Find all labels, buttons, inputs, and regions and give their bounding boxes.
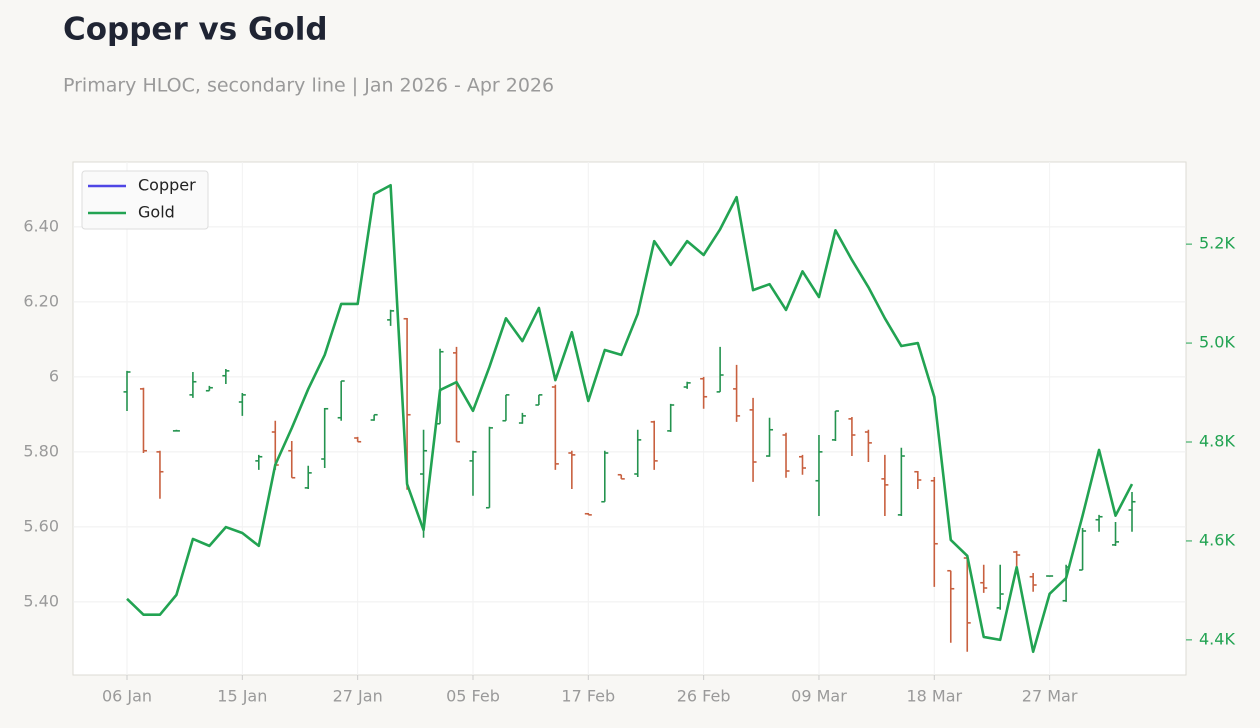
- chart-title: Copper vs Gold: [63, 12, 328, 48]
- legend-label: Gold: [138, 203, 175, 222]
- legend-label: Copper: [138, 176, 196, 195]
- y-tick-label: 6: [49, 366, 59, 385]
- legend: Copper Gold: [81, 170, 209, 230]
- y2-tick-label: 5.0K: [1199, 333, 1235, 352]
- y-tick-label: 5.60: [23, 516, 59, 535]
- x-tick-label: 06 Jan: [102, 687, 152, 706]
- x-tick-label: 27 Jan: [333, 687, 383, 706]
- y2-tick-label: 5.2K: [1199, 234, 1235, 253]
- y2-tick-label: 4.8K: [1199, 431, 1235, 450]
- y-tick-label: 5.40: [23, 591, 59, 610]
- chart-subtitle: Primary HLOC, secondary line | Jan 2026 …: [63, 75, 554, 97]
- x-tick-label: 17 Feb: [561, 687, 615, 706]
- y2-tick-label: 4.4K: [1199, 629, 1235, 648]
- x-tick-label: 27 Mar: [1022, 687, 1078, 706]
- x-tick-label: 18 Mar: [906, 687, 962, 706]
- y2-tick-label: 4.6K: [1199, 530, 1235, 549]
- line-series: [126, 183, 1134, 654]
- y-tick-label: 6.40: [23, 216, 59, 235]
- x-tick-label: 09 Mar: [791, 687, 847, 706]
- x-tick-label: 15 Jan: [217, 687, 267, 706]
- x-tick-label: 26 Feb: [677, 687, 731, 706]
- y-tick-label: 6.20: [23, 291, 59, 310]
- plot-area: [72, 161, 1187, 676]
- x-tick-label: 05 Feb: [446, 687, 500, 706]
- y-tick-label: 5.80: [23, 441, 59, 460]
